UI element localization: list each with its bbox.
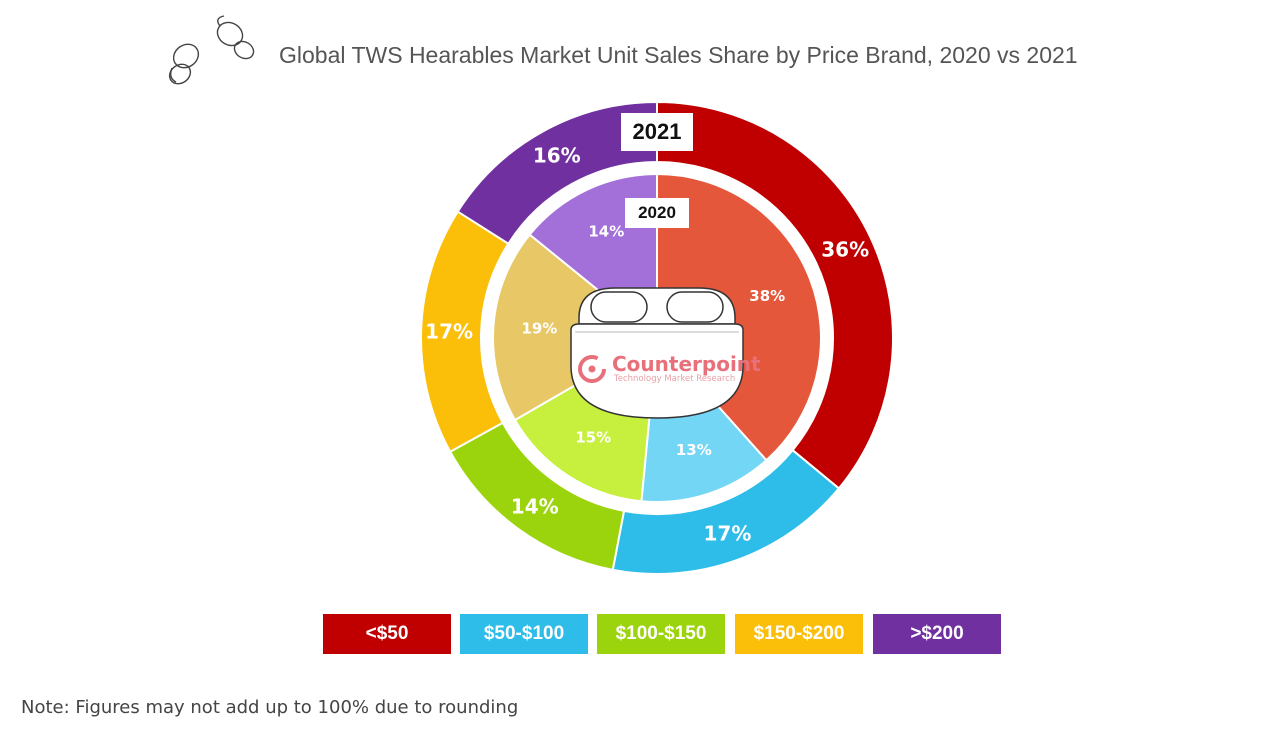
outer-slice-label-50-100: 17% [704, 522, 752, 546]
outer-slice-label-100-150: 14% [511, 494, 559, 518]
legend-item-under-50: <$50 [323, 614, 451, 654]
brand-name: Counterpoint [612, 352, 761, 376]
chart-title: Global TWS Hearables Market Unit Sales S… [279, 42, 1078, 68]
brand-tagline: Technology Market Research [614, 374, 736, 384]
year-label-2021: 2021 [621, 113, 693, 151]
legend-item-150-200: $150-$200 [735, 614, 863, 654]
outer-slice-label-under-50: 36% [821, 237, 869, 261]
outer-slice-label-150-200: 17% [425, 319, 473, 343]
outer-ring-2021 [420, 100, 894, 575]
footnote: Note: Figures may not add up to 100% due… [21, 697, 519, 718]
earbuds-icon [168, 15, 255, 85]
outer-slice-over-200 [456, 100, 658, 246]
counterpoint-logo-icon [578, 355, 606, 383]
legend-item-50-100: $50-$100 [460, 614, 588, 654]
year-label-2020: 2020 [625, 198, 689, 228]
inner-slice-label-under-50: 38% [749, 287, 785, 305]
inner-slice-label-50-100: 13% [676, 441, 712, 459]
outer-slice-label-over-200: 16% [533, 144, 581, 168]
inner-slice-label-over-200: 14% [588, 222, 624, 240]
earbud-case-icon [570, 287, 744, 419]
inner-slice-label-150-200: 19% [521, 320, 557, 338]
inner-slice-label-100-150: 15% [575, 428, 611, 446]
inner-slice-under-50 [656, 172, 822, 462]
slice-labels: 36% 17% 14% 17% 16% 38% 13% 15% 19% 14% [425, 144, 869, 546]
legend-item-over-200: >$200 [873, 614, 1001, 654]
legend-item-100-150: $100-$150 [597, 614, 725, 654]
outer-slice-under-50 [656, 100, 894, 490]
